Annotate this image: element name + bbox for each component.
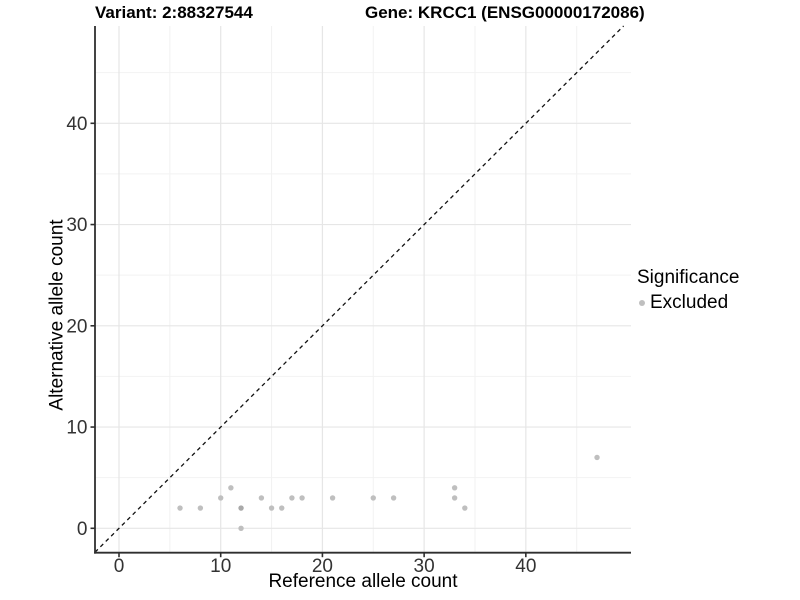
data-point (258, 495, 265, 501)
grid-minor (95, 26, 631, 553)
data-point (228, 485, 234, 491)
x-tick-label: 20 (312, 556, 333, 577)
x-tick-label: 40 (515, 556, 536, 577)
data-point (594, 454, 600, 461)
data-point (238, 505, 244, 511)
y-tick-label: 40 (66, 114, 87, 135)
data-point (197, 505, 204, 511)
legend-item-label: Excluded (650, 291, 729, 313)
y-tick-label: 20 (66, 316, 87, 337)
data-point (268, 505, 275, 511)
axis-ticks (90, 122, 527, 558)
data-point (390, 495, 397, 501)
x-tick-label: 30 (414, 556, 435, 577)
y-axis-title: Alternative allele count (46, 219, 68, 411)
data-point (218, 495, 224, 501)
data-point (370, 495, 376, 501)
variant-title: Variant: 2:88327544 (95, 3, 253, 22)
data-point (451, 495, 458, 501)
excluded-point-icon (639, 300, 645, 307)
data-point (289, 495, 295, 501)
gene-title: Gene: KRCC1 (ENSG00000172086) (365, 3, 645, 22)
legend: Significance Excluded (637, 267, 739, 314)
legend-item-excluded: Excluded (637, 292, 739, 314)
data-point (238, 525, 244, 531)
y-tick-label: 30 (66, 215, 87, 236)
x-axis-title: Reference allele count (268, 571, 458, 592)
legend-title: Significance (637, 267, 740, 288)
grid-major (95, 26, 631, 553)
y-tick-label: 0 (77, 519, 88, 540)
data-point (177, 505, 183, 511)
data-point (462, 505, 468, 511)
x-tick-label: 0 (114, 556, 125, 577)
scatter-points (177, 454, 600, 531)
identity-line (94, 25, 625, 553)
x-tick-label: 10 (210, 556, 231, 577)
data-point (299, 495, 305, 501)
data-point (329, 495, 336, 501)
tick-labels: 0 10 20 30 40 0 10 20 30 40 (66, 114, 536, 577)
data-point (279, 505, 285, 511)
y-tick-label: 10 (66, 418, 87, 439)
data-point (451, 485, 458, 491)
